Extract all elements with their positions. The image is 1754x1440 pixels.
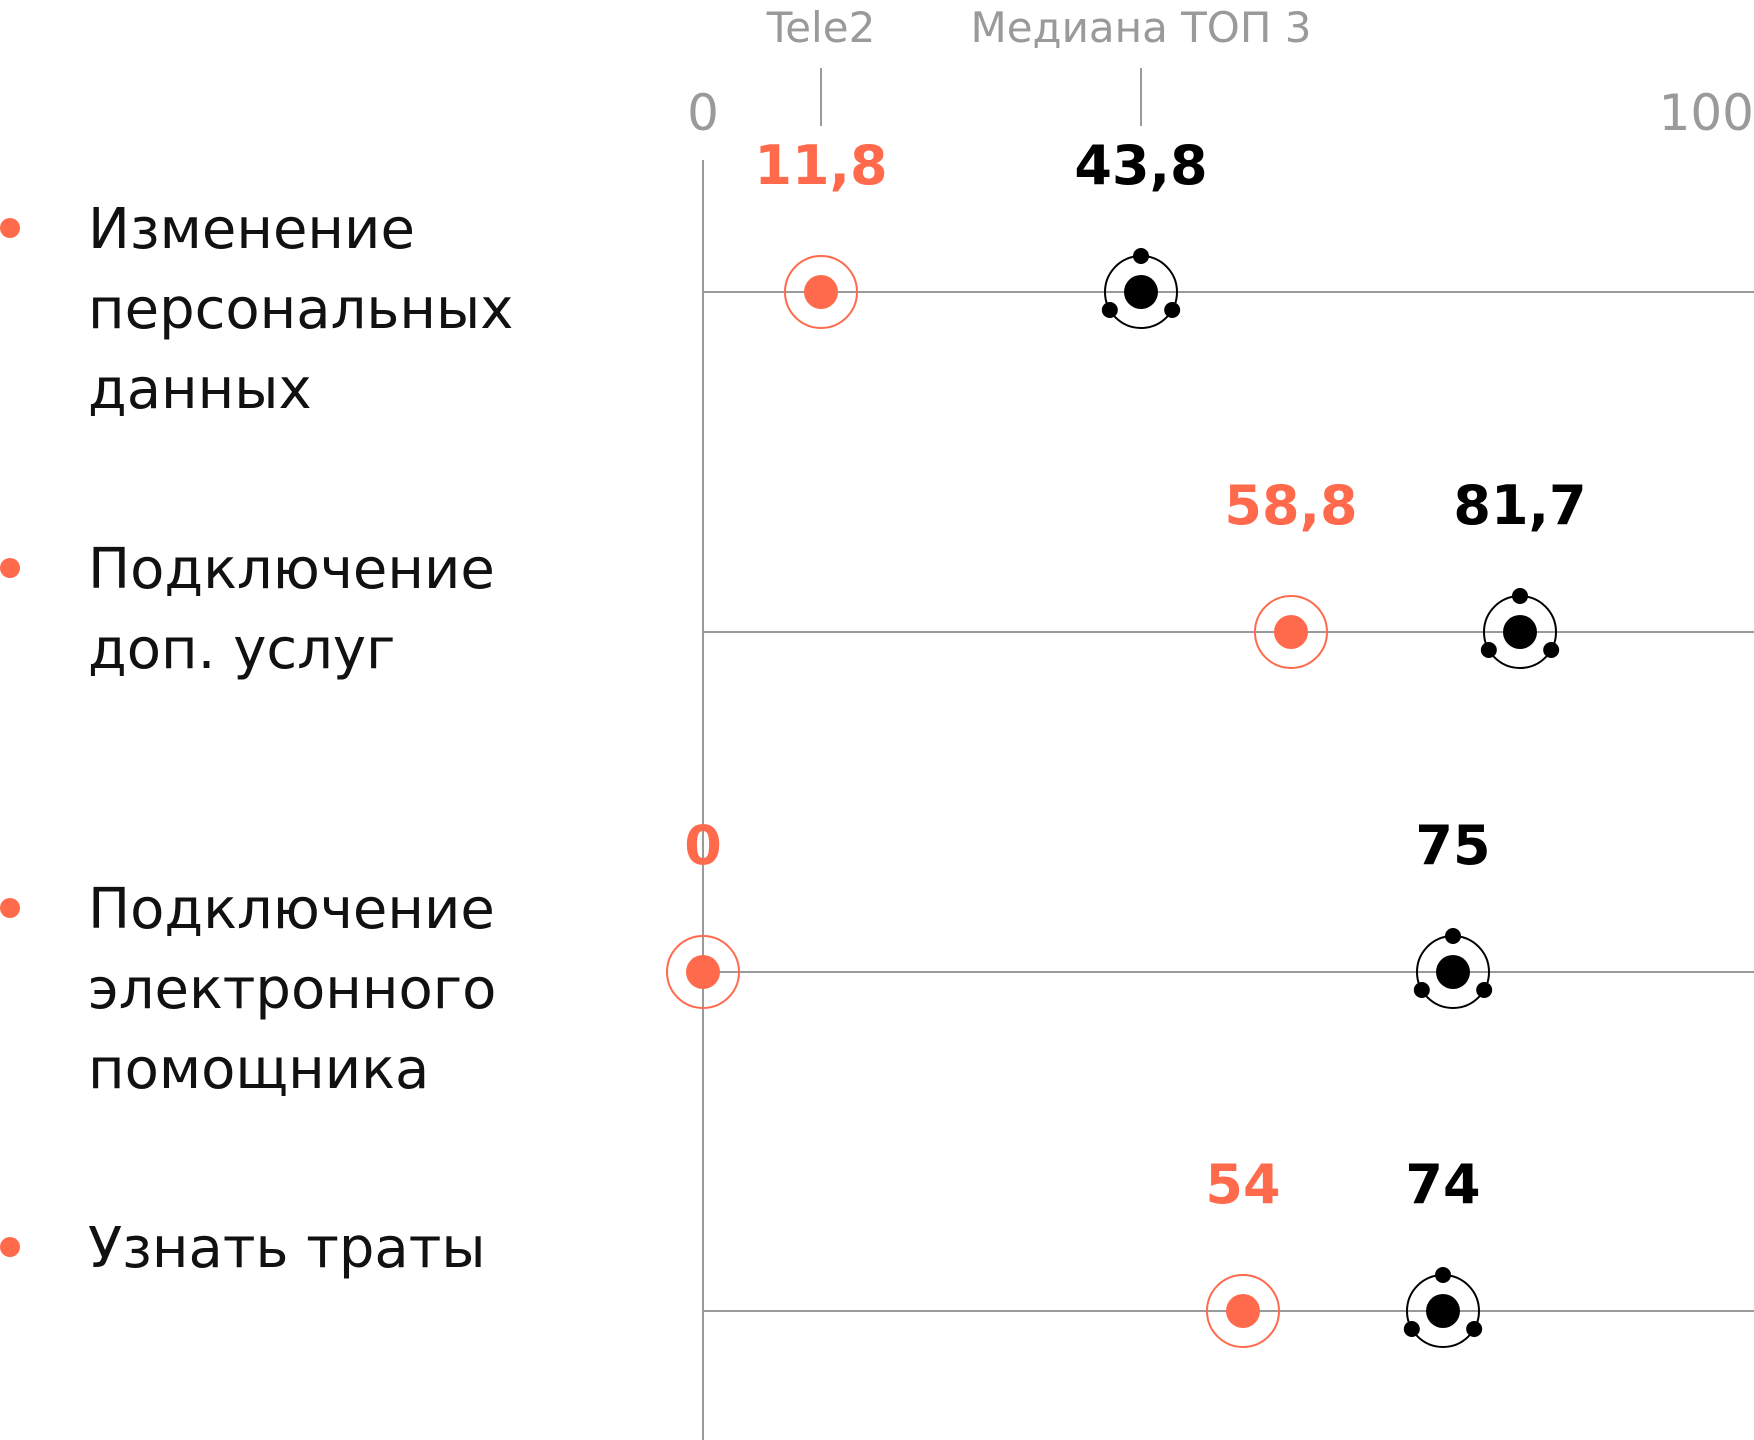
legend-label-tele2: Tele2: [766, 3, 876, 52]
category-label-line: персональных: [88, 277, 513, 342]
median-point: [1503, 615, 1537, 649]
median-orbit-dot: [1133, 248, 1149, 264]
category-bullet: [0, 1237, 20, 1257]
category-label-line: Изменение: [88, 197, 415, 262]
tele2-point: [686, 955, 720, 989]
median-orbit-dot: [1476, 982, 1493, 998]
median-value-label: 81,7: [1453, 474, 1586, 537]
median-orbit-dot: [1512, 588, 1528, 604]
category-label-line: электронного: [88, 957, 496, 1022]
axis-layer: 0 100 Tele2 Медиана ТОП 3: [687, 3, 1754, 1440]
category-label: Изменение персональных данных: [88, 197, 513, 422]
category-label: Подключение доп. услуг: [88, 537, 495, 682]
category-label-line: Узнать траты: [88, 1216, 486, 1281]
category-bullet: [0, 218, 20, 238]
median-orbit-dot: [1466, 1321, 1483, 1337]
median-orbit-dot: [1101, 302, 1118, 318]
category-labels: Изменение персональных данных Подключение до…: [0, 197, 513, 1281]
median-value-label: 43,8: [1074, 134, 1207, 197]
x-tick-label: 0: [687, 84, 719, 142]
median-orbit-dot: [1164, 302, 1181, 318]
median-orbit-dot: [1543, 642, 1560, 658]
tele2-point: [1226, 1294, 1260, 1328]
legend-label-median: Медиана ТОП 3: [970, 3, 1311, 52]
median-orbit-dot: [1435, 1267, 1451, 1283]
tele2-value-label: 11,8: [754, 134, 887, 197]
category-label-line: Подключение: [88, 537, 495, 602]
tele2-value-label: 0: [684, 814, 722, 877]
category-label-line: Подключение: [88, 877, 495, 942]
median-orbit-dot: [1403, 1321, 1420, 1337]
tele2-value-label: 58,8: [1224, 474, 1357, 537]
tele2-point: [804, 275, 838, 309]
category-label: Узнать траты: [88, 1216, 486, 1281]
median-value-label: 75: [1415, 814, 1490, 877]
category-label-line: помощника: [88, 1037, 429, 1102]
median-orbit-dot: [1480, 642, 1497, 658]
tele2-value-label: 54: [1205, 1153, 1280, 1216]
tele2-point-ring: [666, 935, 740, 1009]
category-bullet: [0, 898, 20, 918]
median-point: [1124, 275, 1158, 309]
tele2-point-ring: [784, 255, 858, 329]
category-label: Подключение электронного помощника: [88, 877, 496, 1102]
category-label-line: данных: [88, 357, 312, 422]
tele2-point-ring: [1206, 1274, 1280, 1348]
category-bullet: [0, 558, 20, 578]
median-point: [1436, 955, 1470, 989]
median-point: [1426, 1294, 1460, 1328]
category-label-line: доп. услуг: [88, 617, 395, 682]
median-value-label: 74: [1405, 1153, 1480, 1216]
median-orbit-dot: [1445, 928, 1461, 944]
x-tick-label: 100: [1659, 84, 1754, 142]
tele2-point-ring: [1254, 595, 1328, 669]
median-orbit-dot: [1413, 982, 1430, 998]
data-marks: 11,8 43,8 58,8 81,7 0 75 54 74: [666, 134, 1587, 1348]
tele2-point: [1274, 615, 1308, 649]
